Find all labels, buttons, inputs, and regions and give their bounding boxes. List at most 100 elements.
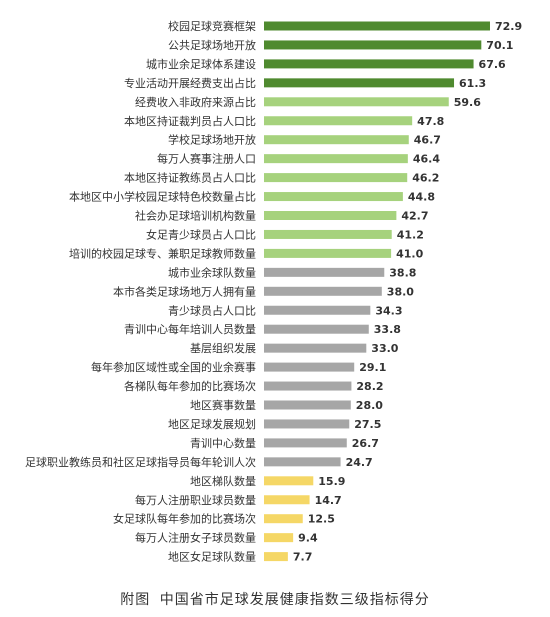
category-label: 每万人注册女子球员数量 [135, 531, 256, 545]
bar-row: 每万人注册女子球员数量 9.4 [135, 531, 318, 545]
bar [264, 305, 371, 315]
bar [264, 476, 314, 486]
value-label: 41.2 [397, 228, 424, 241]
category-label: 女足球队每年参加的比赛场次 [113, 512, 256, 526]
bar-row: 公共足球场地开放 70.1 [168, 38, 513, 52]
bar [264, 343, 367, 353]
category-label: 本地区持证教练员占人口比 [124, 171, 256, 185]
category-label: 基层组织发展 [190, 341, 256, 355]
value-label: 42.7 [401, 210, 428, 223]
category-label: 本地区中小学校园足球特色校数量占比 [69, 190, 256, 204]
bar [264, 533, 294, 543]
bar [264, 362, 355, 372]
value-label: 59.6 [454, 96, 481, 109]
value-label: 28.2 [356, 380, 383, 393]
bar [264, 457, 341, 467]
value-label: 46.7 [414, 134, 441, 147]
category-label: 本市各类足球场地万人拥有量 [113, 284, 256, 298]
value-label: 26.7 [352, 437, 379, 450]
value-label: 15.9 [318, 475, 345, 488]
value-label: 24.7 [346, 456, 373, 469]
value-label: 38.8 [389, 266, 416, 279]
bar-row: 培训的校园足球专、兼职足球教师数量 41.0 [69, 246, 424, 260]
bar [264, 514, 303, 524]
category-label: 地区女足球队数量 [168, 550, 256, 564]
bar-row: 青训中心数量 26.7 [190, 437, 379, 450]
bar-row: 每万人赛事注册人口 46.4 [157, 152, 440, 166]
bar-row: 本市各类足球场地万人拥有量 38.0 [113, 284, 414, 298]
value-label: 29.1 [359, 361, 386, 374]
value-label: 46.2 [412, 172, 439, 185]
bar-row: 城市业余足球体系建设 67.6 [146, 57, 506, 71]
value-label: 34.3 [375, 304, 402, 317]
bar [264, 21, 490, 31]
bar-row: 经费收入非政府来源占比 59.6 [135, 95, 481, 109]
value-label: 44.8 [408, 191, 435, 204]
category-label: 每万人注册职业球员数量 [135, 493, 256, 507]
bar-row: 每年参加区域性或全国的业余赛事 29.1 [91, 360, 386, 374]
bar [264, 78, 455, 88]
category-label: 培训的校园足球专、兼职足球教师数量 [69, 246, 256, 260]
bar [264, 97, 449, 107]
category-label: 青训中心数量 [190, 437, 256, 450]
value-label: 38.0 [387, 285, 414, 298]
category-label: 各梯队每年参加的比赛场次 [124, 379, 256, 393]
bar [264, 495, 310, 505]
bar [264, 154, 408, 164]
bar-chart: 校园足球竞赛框架 72.9 公共足球场地开放 70.1 城市业余足球体系建设 67.6 专业… [25, 19, 522, 564]
bar-row: 足球职业教练员和社区足球指导员每年轮训人次 24.7 [25, 455, 373, 469]
value-label: 61.3 [459, 77, 486, 90]
bar-row: 本地区持证教练员占人口比 46.2 [124, 171, 439, 185]
caption-text: 中国省市足球发展健康指数三级指标得分 [159, 592, 430, 608]
bar [264, 59, 474, 69]
category-label: 本地区持证裁判员占人口比 [124, 114, 256, 128]
category-label: 地区赛事数量 [190, 398, 256, 412]
bar [264, 267, 385, 277]
category-label: 城市业余足球体系建设 [146, 57, 256, 71]
bar-row: 本地区中小学校园足球特色校数量占比 44.8 [69, 190, 435, 204]
bar-row: 地区足球发展规划 27.5 [168, 417, 381, 431]
figure-caption: 附图 中国省市足球发展健康指数三级指标得分 [0, 589, 550, 609]
bar-row: 校园足球竞赛框架 72.9 [168, 19, 522, 33]
bar [264, 192, 403, 202]
bar [264, 552, 288, 562]
bar-row: 地区梯队数量 15.9 [190, 474, 345, 488]
bar-row: 女足青少球员占人口比 41.2 [146, 227, 424, 241]
value-label: 14.7 [315, 494, 342, 507]
category-label: 青少球员占人口比 [168, 303, 256, 317]
category-label: 每万人赛事注册人口 [157, 152, 256, 166]
value-label: 46.4 [413, 153, 440, 166]
bar [264, 438, 347, 448]
bar-row: 青少球员占人口比 34.3 [168, 303, 402, 317]
bar [264, 324, 369, 334]
value-label: 47.8 [417, 115, 444, 128]
bar [264, 229, 392, 239]
category-label: 女足青少球员占人口比 [146, 227, 256, 241]
category-label: 学校足球场地开放 [168, 133, 256, 147]
bar-row: 城市业余球队数量 38.8 [168, 265, 416, 279]
value-label: 33.0 [371, 342, 398, 355]
bar-row: 各梯队每年参加的比赛场次 28.2 [124, 379, 384, 393]
bar [264, 211, 397, 220]
bar-row: 专业活动开展经费支出占比 61.3 [124, 76, 486, 90]
caption-prefix: 附图 [120, 592, 151, 608]
bar [264, 286, 382, 296]
bar [264, 419, 350, 429]
category-label: 公共足球场地开放 [168, 38, 256, 52]
category-label: 城市业余球队数量 [168, 265, 256, 279]
bar [264, 40, 482, 50]
category-label: 青训中心每年培训人员数量 [124, 322, 256, 336]
bar-row: 每万人注册职业球员数量 14.7 [135, 493, 342, 507]
value-label: 70.1 [486, 39, 513, 52]
category-label: 每年参加区域性或全国的业余赛事 [91, 360, 256, 374]
value-label: 33.8 [374, 323, 401, 336]
bar-row: 青训中心每年培训人员数量 33.8 [124, 322, 401, 336]
bar-row: 社会办足球培训机构数量 42.7 [135, 209, 429, 223]
value-label: 41.0 [396, 247, 423, 260]
value-label: 9.4 [298, 532, 318, 545]
category-label: 足球职业教练员和社区足球指导员每年轮训人次 [25, 455, 256, 469]
bar [264, 248, 392, 258]
bar-row: 本地区持证裁判员占人口比 47.8 [124, 114, 444, 128]
bar [264, 135, 409, 145]
bar [264, 116, 413, 126]
